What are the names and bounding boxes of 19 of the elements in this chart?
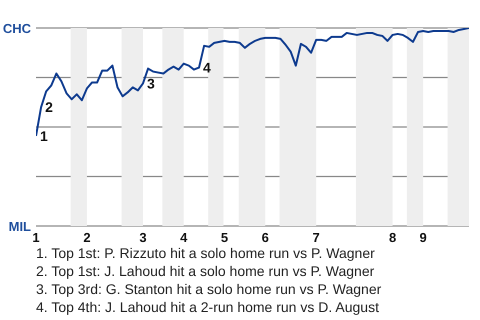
x-tick-label: 3 xyxy=(139,230,147,246)
annotation: 1 xyxy=(40,128,48,144)
text: MIL xyxy=(8,219,32,234)
annotation: 3 xyxy=(146,75,155,92)
x-tick-label: 5 xyxy=(220,230,228,246)
x-tick-label: 8 xyxy=(388,230,396,246)
text: 4. Top 4th: J. Lahoud hit a 2-run home run vs D. August xyxy=(36,298,380,316)
text: CHC xyxy=(2,21,32,36)
x-tick-label: 6 xyxy=(262,230,269,246)
x-tick-label: 9 xyxy=(420,230,427,246)
x-tick-label: 4 xyxy=(180,230,188,246)
text: 2. Top 1st: J. Lahoud hit a solo home run vs P. Wagner xyxy=(36,262,376,280)
x-tick-label: 7 xyxy=(312,230,320,246)
x-tick-label: 2 xyxy=(83,230,91,246)
x-tick-label: 1 xyxy=(32,230,40,246)
annotation: 2 xyxy=(45,99,54,116)
text: 3. Top 3rd: G. Stanton hit a solo home run vs P. Wagner xyxy=(36,280,382,298)
text: 1. Top 1st: P. Rizzuto hit a solo home run vs P. Wagner xyxy=(36,244,376,262)
annotation: 4 xyxy=(203,60,212,76)
